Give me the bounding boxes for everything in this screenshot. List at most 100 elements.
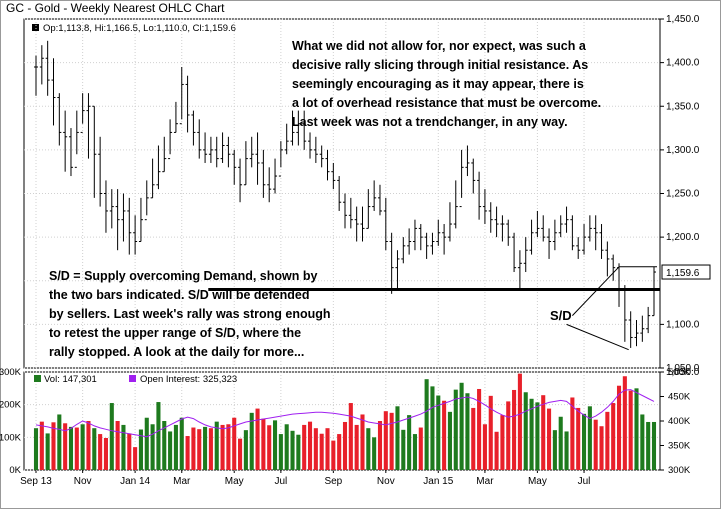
volume-bar bbox=[185, 436, 190, 470]
volume-bar bbox=[302, 424, 307, 470]
volume-bar bbox=[383, 411, 388, 470]
volume-bar bbox=[646, 421, 651, 470]
volume-bar bbox=[115, 421, 120, 470]
oi-y-label: 400K bbox=[668, 416, 691, 427]
volume-bar bbox=[459, 382, 464, 470]
volume-bar bbox=[243, 430, 248, 470]
volume-bar bbox=[68, 426, 74, 470]
volume-bar bbox=[33, 428, 39, 470]
volume-bar bbox=[249, 412, 254, 470]
volume-legend-label: Vol: 147,301 bbox=[44, 374, 97, 385]
x-tick-label: Jul bbox=[578, 476, 591, 487]
chart-title: GC - Gold - Weekly Nearest OHLC Chart bbox=[6, 1, 225, 15]
volume-bar bbox=[611, 403, 616, 470]
volume-bar bbox=[599, 426, 604, 470]
x-tick-label: Sep bbox=[324, 476, 342, 487]
volume-bar bbox=[74, 427, 79, 470]
x-tick-label: Mar bbox=[476, 476, 494, 487]
x-tick-label: Sep 13 bbox=[20, 476, 52, 487]
volume-bar bbox=[547, 408, 552, 470]
volume-bar bbox=[605, 411, 610, 470]
ohlc-legend-swatch bbox=[32, 24, 39, 31]
sd-pointer-line-2 bbox=[566, 323, 629, 351]
volume-bar bbox=[208, 428, 213, 470]
y-tick-label: 1,050.0 bbox=[666, 363, 700, 374]
volume-bar bbox=[144, 417, 149, 470]
volume-bar bbox=[372, 437, 377, 470]
volume-bar bbox=[389, 412, 394, 470]
volume-bar bbox=[80, 424, 85, 470]
volume-bar bbox=[535, 402, 540, 470]
volume-y-label: 300K bbox=[0, 367, 22, 378]
volume-legend-swatch bbox=[34, 375, 41, 382]
volume-bar bbox=[133, 447, 138, 470]
volume-bar bbox=[121, 424, 126, 470]
volume-bar bbox=[290, 430, 295, 470]
supply-demand-annotation: S/D = Supply overcoming Demand, shown by… bbox=[49, 269, 331, 359]
volume-bar bbox=[506, 401, 511, 470]
x-tick-label: Jan 14 bbox=[120, 476, 150, 487]
volume-bar bbox=[51, 422, 56, 470]
volume-bar bbox=[98, 434, 103, 470]
volume-bar bbox=[593, 419, 598, 470]
volume-bar bbox=[558, 416, 563, 470]
volume-bar bbox=[494, 431, 499, 470]
volume-bar bbox=[570, 397, 575, 470]
y-tick-label: 1,300.0 bbox=[666, 145, 700, 156]
last-price-box bbox=[661, 264, 711, 280]
volume-bar bbox=[220, 424, 225, 470]
volume-bar bbox=[232, 417, 237, 470]
volume-bar bbox=[278, 434, 283, 470]
y-tick-label: 1,450.0 bbox=[666, 14, 700, 25]
volume-bar bbox=[541, 395, 546, 470]
volume-bar bbox=[529, 398, 534, 470]
volume-bar bbox=[284, 424, 289, 470]
volume-bar bbox=[412, 434, 418, 470]
open-interest-line bbox=[35, 389, 655, 438]
x-tick-label: Nov bbox=[74, 476, 92, 487]
volume-bar bbox=[634, 388, 639, 470]
volume-bar bbox=[342, 421, 348, 470]
volume-bar bbox=[319, 433, 324, 470]
volume-bar bbox=[488, 395, 493, 470]
volume-bar bbox=[471, 407, 476, 470]
volume-bar bbox=[442, 400, 447, 470]
oi-y-label: 450K bbox=[668, 392, 691, 403]
volume-bar bbox=[348, 403, 353, 470]
volume-bars bbox=[33, 373, 657, 470]
volume-bar bbox=[395, 406, 400, 470]
volume-bar bbox=[354, 424, 359, 470]
volume-bar bbox=[651, 421, 657, 470]
volume-y-label: 200K bbox=[0, 400, 22, 411]
volume-bar bbox=[39, 421, 44, 470]
volume-bar bbox=[377, 421, 383, 470]
y-tick-label: 1,100.0 bbox=[666, 319, 700, 330]
volume-bar bbox=[436, 395, 441, 470]
volume-bar bbox=[366, 428, 371, 470]
volume-bar bbox=[226, 424, 231, 470]
last-price-label: 1,159.6 bbox=[666, 268, 700, 279]
volume-bar bbox=[214, 421, 219, 470]
volume-bar bbox=[523, 392, 528, 470]
volume-bar bbox=[63, 423, 68, 470]
volume-bar bbox=[447, 411, 452, 470]
y-tick-label: 1,350.0 bbox=[666, 101, 700, 112]
volume-bar bbox=[482, 424, 487, 470]
oi-legend-swatch bbox=[129, 375, 136, 382]
volume-bar bbox=[179, 417, 184, 470]
volume-bar bbox=[581, 413, 587, 470]
volume-bar bbox=[418, 427, 423, 470]
x-tick-label: May bbox=[528, 476, 547, 487]
volume-bar bbox=[156, 402, 161, 470]
sd-label: S/D bbox=[550, 308, 572, 323]
volume-bar bbox=[109, 403, 114, 470]
volume-bar bbox=[127, 433, 132, 470]
volume-bar bbox=[465, 393, 470, 470]
volume-bar bbox=[453, 389, 458, 470]
top-annotation: What we did not allow for, nor expect, w… bbox=[292, 39, 602, 129]
volume-bar bbox=[92, 428, 97, 470]
volume-bar bbox=[203, 426, 208, 470]
volume-bar bbox=[564, 431, 569, 470]
volume-bar bbox=[430, 386, 435, 470]
